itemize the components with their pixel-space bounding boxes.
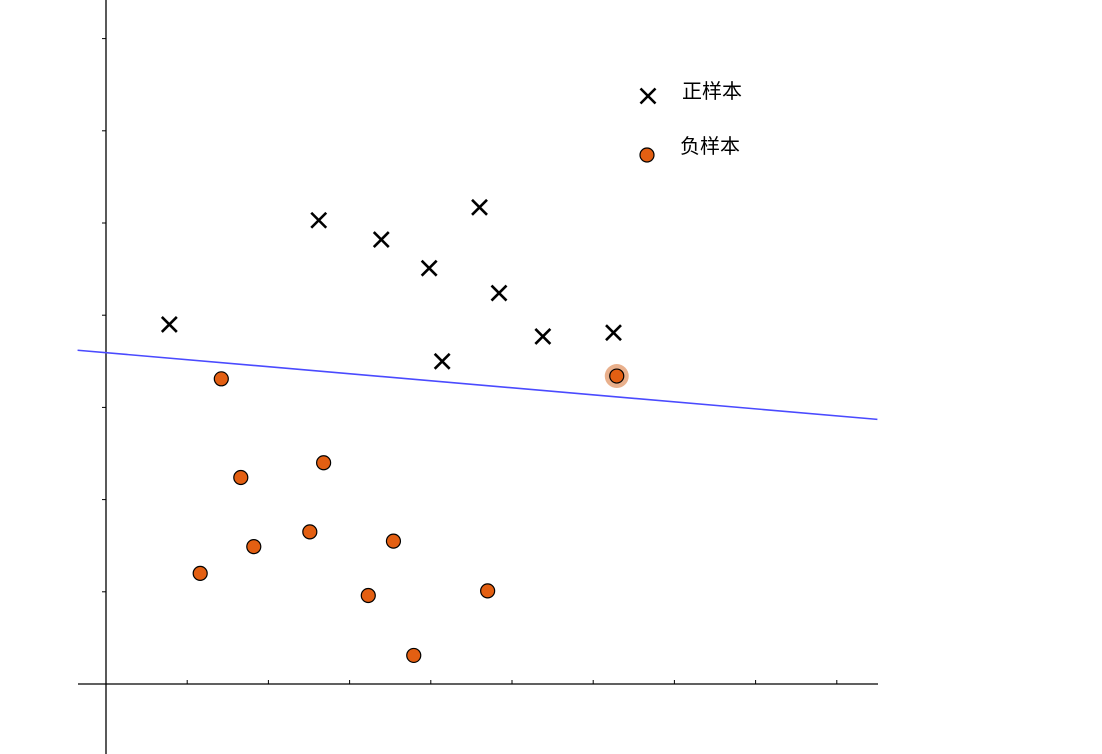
x-stroke xyxy=(310,211,328,229)
legend-positive: 正样本 xyxy=(639,79,742,105)
x-stroke xyxy=(433,352,451,370)
x-stroke xyxy=(639,87,657,105)
legend-label-positive: 正样本 xyxy=(682,79,742,103)
negative-point xyxy=(302,524,318,540)
axis-ticks xyxy=(102,38,838,684)
legend-label-negative: 负样本 xyxy=(680,134,740,158)
x-stroke xyxy=(605,324,622,342)
legend-circle-symbol xyxy=(639,147,655,163)
boundary-line xyxy=(77,349,878,421)
legend-negative: 负样本 xyxy=(639,134,740,163)
x-stroke xyxy=(490,284,508,302)
positive-point xyxy=(160,316,178,333)
positive-point xyxy=(605,324,622,342)
negative-point xyxy=(246,539,262,555)
positive-point xyxy=(471,198,488,216)
negative-point xyxy=(385,533,402,549)
legend-x-marker xyxy=(639,87,657,105)
legend: 正样本 负样本 xyxy=(639,79,742,163)
negative-point xyxy=(406,647,422,664)
axes xyxy=(78,0,878,754)
negative-point xyxy=(192,565,208,581)
negative-point xyxy=(213,371,229,387)
negative-point xyxy=(480,583,496,599)
positive-point xyxy=(534,327,552,345)
negative-point xyxy=(316,455,332,471)
positive-point xyxy=(310,211,328,229)
legend-circle-marker xyxy=(639,147,655,163)
negative-point xyxy=(233,469,249,486)
positive-point xyxy=(490,284,508,302)
positive-point xyxy=(420,259,438,277)
negative-point xyxy=(609,368,625,384)
positive-point xyxy=(372,231,390,249)
x-stroke xyxy=(471,198,488,216)
data-points xyxy=(160,198,625,664)
x-stroke xyxy=(534,327,552,345)
positive-point xyxy=(433,352,451,370)
x-stroke xyxy=(420,259,438,277)
negative-point xyxy=(360,587,376,604)
decision-boundary xyxy=(77,349,878,421)
legend-x-symbol xyxy=(639,87,657,105)
x-stroke xyxy=(160,316,178,333)
x-stroke xyxy=(372,231,390,249)
